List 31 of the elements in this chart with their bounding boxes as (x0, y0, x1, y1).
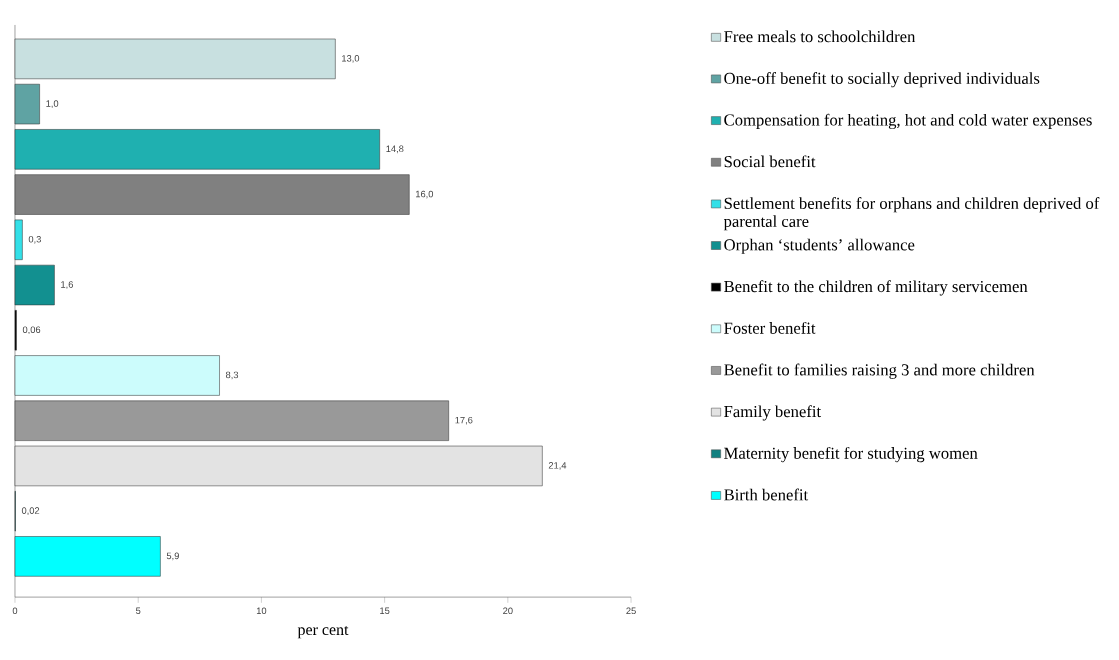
legend-label: Benefit to the children of military servicemen (724, 280, 1028, 296)
legend-label: Benefit to families raising 3 and more children (724, 363, 1035, 379)
legend-label: Social benefit (724, 155, 816, 168)
legend-label: One-off benefit to socially deprived individuals (724, 72, 1040, 88)
x-tick-label: 0 (12, 607, 18, 615)
legend-label: Foster benefit (724, 321, 816, 334)
x-tick-label: 5 (135, 607, 141, 614)
data-label: 14,8 (386, 145, 404, 154)
legend-label: Settlement benefits for orphans and children deprived of parental care (723, 197, 1100, 231)
data-label: 16,0 (416, 190, 434, 199)
legend-label: Compensation for heating, hot and cold water expenses (724, 113, 1092, 130)
legend-label: Free meals to schoolchildren (724, 30, 916, 43)
legend-label: Maternity benefit for studying women (724, 446, 978, 463)
x-tick-label: 10 (256, 607, 267, 615)
data-label: 21,4 (548, 462, 567, 470)
x-tick-label: 25 (626, 607, 636, 615)
legend-label: Birth benefit (724, 488, 809, 501)
x-tick-label: 20 (503, 607, 513, 615)
data-label: 0,02 (21, 507, 40, 516)
data-label: 13,0 (342, 55, 360, 63)
legend-label: Orphan ‘students’ allowance (724, 238, 915, 254)
legend-label: Family benefit (724, 405, 822, 421)
data-label: 8,3 (225, 371, 239, 380)
data-label: 5,9 (166, 552, 179, 561)
x-tick-label: 15 (380, 607, 390, 614)
data-label: 1,6 (61, 281, 73, 289)
data-label: 0,06 (22, 326, 41, 335)
x-axis-title: per cent (297, 625, 349, 639)
data-label: 17,6 (455, 416, 473, 425)
data-label: 1,0 (46, 100, 59, 108)
data-label: 0,3 (28, 235, 41, 244)
